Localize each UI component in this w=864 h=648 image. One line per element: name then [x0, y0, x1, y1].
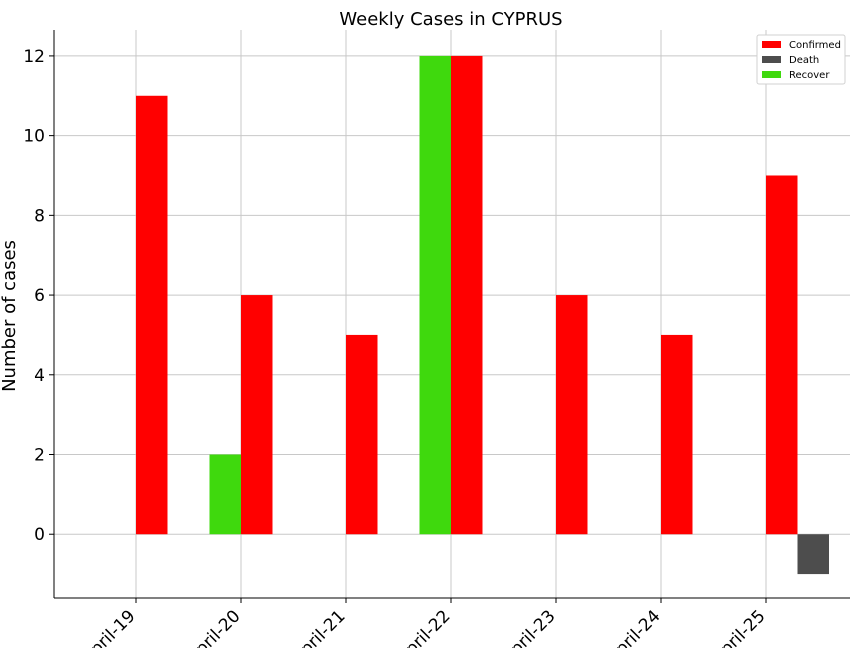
y-tick-label: 8: [34, 206, 45, 226]
bar-confirmed-april-22: [451, 55, 483, 535]
bar-confirmed-april-24: [661, 334, 693, 535]
y-tick-label: 2: [34, 446, 45, 466]
bar-recover-april-22: [419, 55, 451, 535]
x-tick-label: April-22: [393, 606, 454, 648]
bar-confirmed-april-23: [556, 295, 588, 535]
y-tick-label: 12: [23, 47, 45, 67]
x-tick-label: April-19: [78, 606, 139, 648]
legend-label-confirmed: Confirmed: [789, 40, 841, 51]
axes: [53, 30, 850, 599]
bar-confirmed-april-19: [136, 95, 168, 535]
bar-confirmed-april-25: [766, 175, 798, 535]
y-tick-label: 6: [34, 286, 45, 306]
legend-swatch-confirmed: [762, 41, 781, 48]
y-ticks: 0 2 4 6 8 10 12: [23, 47, 54, 545]
bar-confirmed-april-21: [346, 334, 378, 535]
x-tick-label: April-23: [498, 606, 559, 648]
y-tick-label: 10: [23, 127, 45, 147]
legend: Confirmed Death Recover: [756, 34, 846, 85]
x-tick-label: April-20: [183, 606, 244, 648]
bar-recover-april-20: [209, 454, 241, 535]
legend-label-death: Death: [789, 55, 819, 66]
x-ticks: April-19 April-20 April-21 April-22 April-23…: [78, 598, 770, 648]
y-tick-label: 0: [34, 525, 45, 545]
x-tick-label: April-25: [708, 606, 769, 648]
x-tick-label: April-21: [288, 606, 349, 648]
legend-label-recover: Recover: [789, 70, 830, 81]
bar-death-april-25: [797, 534, 829, 575]
y-tick-label: 4: [34, 366, 45, 386]
bars: [136, 55, 829, 575]
x-tick-label: April-24: [603, 606, 664, 648]
chart-title: Weekly Cases in CYPRUS: [339, 9, 562, 30]
bar-confirmed-april-20: [241, 295, 273, 535]
legend-swatch-recover: [762, 71, 781, 78]
y-axis-label: Number of cases: [0, 240, 20, 392]
legend-swatch-death: [762, 56, 781, 63]
